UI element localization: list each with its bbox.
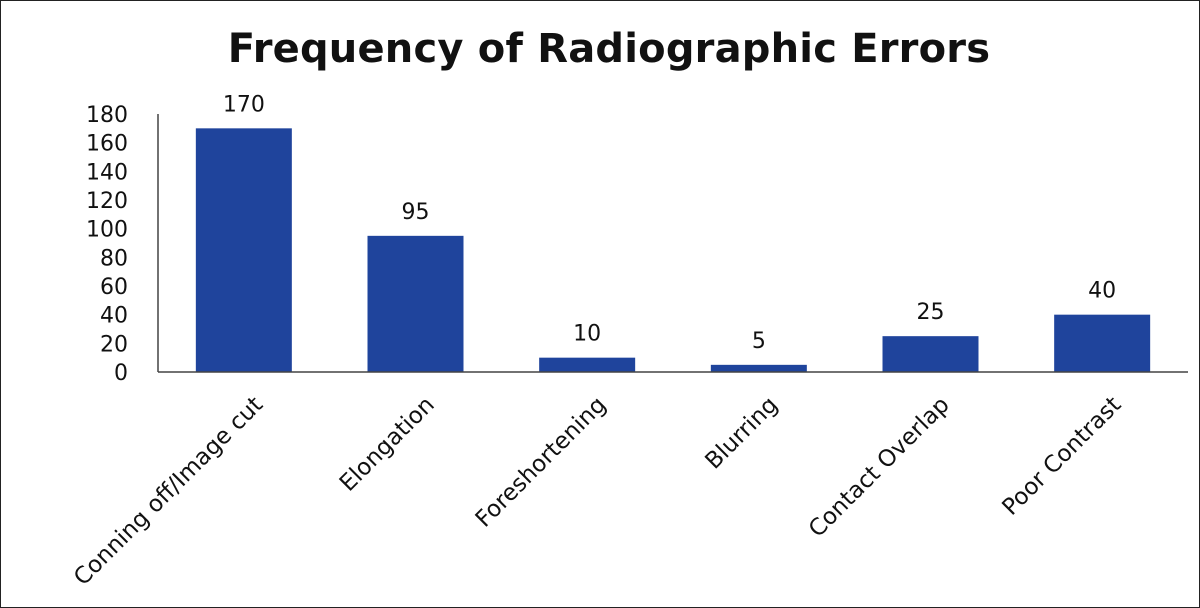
y-tick-label: 0 [114, 361, 128, 386]
bar [367, 235, 464, 372]
category-label: Foreshortening [471, 392, 612, 533]
category-label: Elongation [335, 392, 440, 497]
y-tick-label: 80 [100, 246, 128, 271]
data-label: 40 [1088, 279, 1116, 304]
data-label: 10 [573, 322, 601, 347]
bar [1054, 314, 1151, 372]
y-tick-label: 160 [86, 132, 128, 157]
data-label: 25 [917, 300, 945, 325]
y-tick-label: 140 [86, 160, 128, 185]
bars [195, 128, 1151, 372]
y-tick-label: 40 [100, 304, 128, 329]
category-label: Poor Contrast [998, 392, 1127, 521]
category-label: Contact Overlap [804, 392, 955, 543]
bar [195, 128, 292, 372]
data-label: 5 [752, 329, 766, 354]
data-label: 95 [402, 200, 430, 225]
chart-title: Frequency of Radiographic Errors [227, 26, 991, 72]
y-tick-label: 100 [86, 218, 128, 243]
data-labels: 170 95 10 5 25 40 [223, 92, 1116, 354]
y-tick-label: 60 [100, 275, 128, 300]
category-label: Conning off/Image cut [69, 392, 268, 591]
y-tick-label: 20 [100, 332, 128, 357]
data-label: 170 [223, 92, 265, 117]
bar [539, 357, 636, 372]
bar [710, 364, 807, 372]
category-labels: Conning off/Image cut Elongation Foreshort… [69, 392, 1126, 591]
y-tick-label: 120 [86, 189, 128, 214]
bar [882, 336, 979, 372]
y-axis: 0 20 40 60 80 100 120 140 160 180 [86, 103, 159, 386]
category-label: Blurring [700, 392, 783, 475]
y-tick-label: 180 [86, 103, 128, 128]
